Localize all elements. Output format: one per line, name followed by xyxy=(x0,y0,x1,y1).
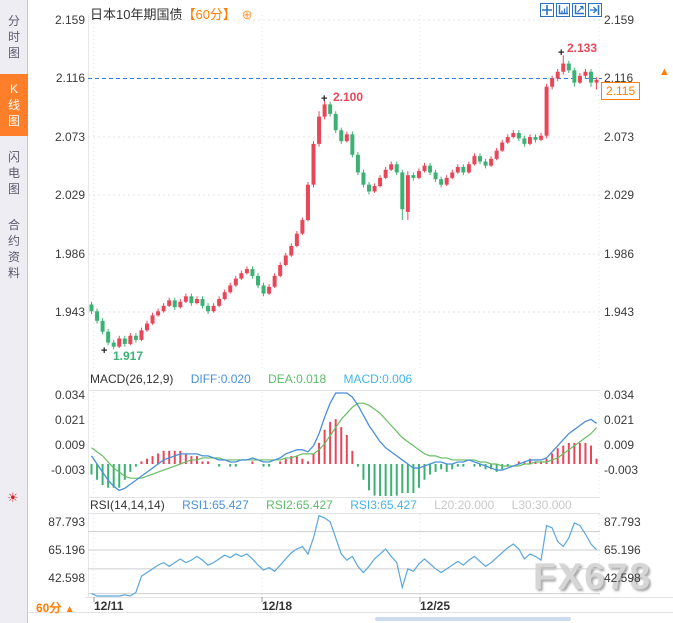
price-tick-left: 2.029 xyxy=(54,188,85,202)
macd-tick-left: -0.003 xyxy=(50,463,85,477)
macd-name[interactable]: MACD(26,12,9) xyxy=(90,372,174,386)
rsi-header: RSI(14,14,14) RSI1:65.427 RSI2:65.427 RS… xyxy=(90,498,586,512)
price-tick-right: 1.986 xyxy=(604,247,635,261)
date-label: 12/11 xyxy=(94,599,124,613)
price-tick-right: 2.029 xyxy=(604,188,635,202)
macd-panel-top-border xyxy=(88,390,600,391)
date-label: 12/18 xyxy=(262,599,293,613)
annotation-high-cross-icon: + xyxy=(558,47,565,59)
price-tick-left: 2.073 xyxy=(54,130,85,144)
price-tick-left: 2.159 xyxy=(54,13,85,27)
rsi-panel-top-border xyxy=(88,513,600,514)
time-axis-top-border xyxy=(85,597,673,598)
indicator-sun-icon[interactable]: ☀ xyxy=(7,490,19,505)
price-tick-right: 1.943 xyxy=(604,305,635,319)
rsi-tick-left: 87.793 xyxy=(48,515,85,529)
sidebar-item-kline-chart[interactable]: K线图 xyxy=(0,74,28,136)
time-axis-bottom-border xyxy=(28,612,673,613)
macd-tick-right: 0.034 xyxy=(604,388,635,402)
rsi-name[interactable]: RSI(14,14,14) xyxy=(90,498,165,512)
sidebar-item-time-chart[interactable]: 分时图 xyxy=(7,14,20,60)
plot-left-border xyxy=(88,15,89,597)
price-tick-right: 2.159 xyxy=(604,13,635,27)
dropdown-arrow-icon: ▲ xyxy=(64,604,75,615)
price-tick-left: 1.986 xyxy=(54,247,85,261)
price-tick-right: 2.116 xyxy=(604,71,634,85)
macd-tick-right: -0.003 xyxy=(604,463,639,477)
rsi-tick-left: 42.598 xyxy=(48,571,85,585)
price-tick-left: 2.116 xyxy=(55,71,85,85)
macd-panel-bottom-border xyxy=(88,497,600,498)
annotation-low: 1.917 xyxy=(113,349,144,363)
axis-scale-icon[interactable] xyxy=(556,3,570,17)
annotation-mid-cross-icon: + xyxy=(321,93,328,105)
sidebar: 分时图 K线图闪电图合约资料 xyxy=(0,0,28,623)
current-price-tag: 2.115 xyxy=(601,82,641,100)
macd-tick-left: 0.009 xyxy=(54,438,85,452)
interval-badge: 【60分】 xyxy=(182,7,236,22)
sidebar-item-flash-chart[interactable]: 闪电图 xyxy=(7,150,20,196)
axis-trend-icon[interactable] xyxy=(572,3,586,17)
watermark: FX678 xyxy=(533,556,653,597)
rsi2-value: RSI2:65.427 xyxy=(266,498,333,512)
chart-title: 日本10年期国债【60分】 ⊕ xyxy=(90,4,252,23)
go-to-latest-icon[interactable] xyxy=(588,3,602,17)
instrument-name: 日本10年期国债 xyxy=(90,7,183,22)
macd-tick-left: 0.021 xyxy=(54,413,85,427)
rsi-tick-right: 87.793 xyxy=(604,515,641,529)
rsi-tick-right: 42.598 xyxy=(604,571,641,585)
rsi3-value: RSI3:65.427 xyxy=(350,498,417,512)
horizontal-scrollbar-thumb[interactable] xyxy=(375,617,571,621)
macd-tick-right: 0.021 xyxy=(604,413,635,427)
rsi-tick-right: 65.196 xyxy=(604,543,641,557)
macd-diff-value: DIFF:0.020 xyxy=(190,372,251,386)
price-tick-right: 2.073 xyxy=(604,130,635,144)
interval-dropdown-toggle[interactable]: 60分 ▲ xyxy=(36,601,75,615)
macd-header: MACD(26,12,9) DIFF:0.020 DEA:0.018 MACD:… xyxy=(90,372,426,386)
macd-tick-right: 0.009 xyxy=(604,438,635,452)
rsi-l20-value: L20:20.000 xyxy=(434,498,495,512)
date-label: 12/25 xyxy=(420,599,451,613)
price-tick-left: 1.943 xyxy=(54,305,85,319)
add-compare-icon[interactable]: ⊕ xyxy=(241,7,253,22)
macd-macd-value: MACD:0.006 xyxy=(343,372,413,386)
move-tool-icon[interactable] xyxy=(540,3,554,17)
annotation-low-cross-icon: + xyxy=(101,345,108,357)
rsi-tick-left: 65.196 xyxy=(48,543,85,557)
sidebar-item-contract-info[interactable]: 合约资料 xyxy=(7,218,20,280)
annotation-mid-peak: 2.100 xyxy=(333,90,364,104)
macd-dea-value: DEA:0.018 xyxy=(268,372,327,386)
macd-tick-left: 0.034 xyxy=(54,388,85,402)
rsi-l30-value: L30:30.000 xyxy=(511,498,572,512)
annotation-high: 2.133 xyxy=(567,41,598,55)
price-up-arrow-icon: ▲ xyxy=(659,66,670,78)
rsi1-value: RSI1:65.427 xyxy=(182,498,249,512)
